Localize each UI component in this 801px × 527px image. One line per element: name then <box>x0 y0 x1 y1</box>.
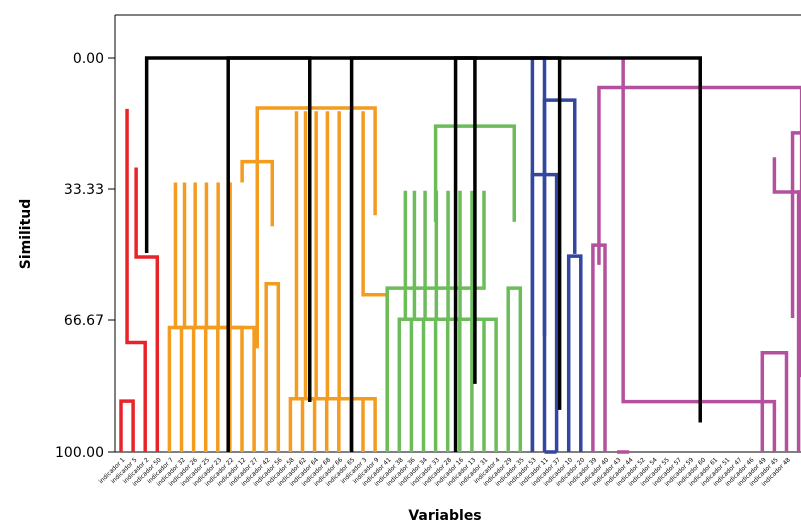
dendrogram-link <box>119 399 135 452</box>
dendrogram-link <box>255 106 377 349</box>
dendrogram-link <box>134 167 160 452</box>
y-tick-label: 100.00 <box>55 445 104 461</box>
x-axis-title: Variables <box>408 508 481 524</box>
dendrogram-link <box>167 325 184 452</box>
y-tick-label: 66.67 <box>64 313 104 329</box>
dendrogram-link <box>790 131 801 319</box>
dendrogram-link <box>506 286 523 452</box>
dendrogram-link <box>453 56 702 452</box>
dendrogram-link <box>591 243 607 452</box>
dendrogram-link <box>228 182 256 452</box>
y-axis-title: Similitud <box>18 199 34 270</box>
dendrogram-link <box>264 282 281 452</box>
dendrogram-link <box>470 190 498 452</box>
dendrogram-link <box>760 350 789 452</box>
dendrogram-links <box>119 56 801 454</box>
dendrogram-link <box>288 397 305 452</box>
y-axis-ticks: 0.00 33.33 66.67 100.00 <box>55 51 115 461</box>
dendrogram-link <box>566 254 583 452</box>
y-tick-label: 33.33 <box>64 182 104 198</box>
dendrogram-link <box>125 108 147 452</box>
dendrogram-link <box>397 317 414 452</box>
dendrogram-link <box>385 190 486 452</box>
y-tick-label: 0.00 <box>73 51 104 67</box>
dendrogram-link <box>530 56 547 452</box>
dendrogram-link <box>796 190 801 452</box>
